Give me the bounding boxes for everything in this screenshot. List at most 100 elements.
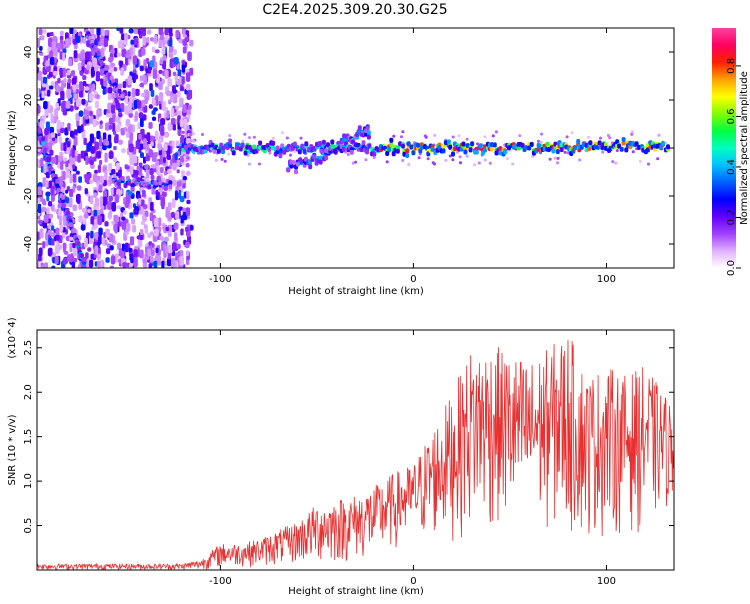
spectrogram-cell — [133, 258, 138, 268]
spectrogram-xlabel: Height of straight line (km) — [288, 286, 424, 297]
spectrogram-cell — [133, 38, 139, 46]
spectrogram-cell — [106, 109, 110, 114]
y-tick-label: 0 — [23, 145, 34, 151]
spectrogram-cell — [167, 168, 172, 175]
spectrogram-cell — [174, 232, 178, 241]
spectrogram-cell — [563, 150, 567, 154]
spectrogram-cell — [150, 174, 155, 180]
spectrogram-cell — [72, 164, 76, 170]
spectrogram-cell — [164, 236, 169, 242]
spectrogram-cell — [111, 201, 117, 212]
spectrogram-cell — [137, 100, 142, 109]
spectrogram-cell — [406, 141, 411, 147]
colorbar-tick-label: 0.6 — [726, 108, 737, 124]
spectrogram-cell — [186, 191, 190, 199]
spectrogram-cell — [372, 151, 377, 157]
spectrogram-cell — [134, 74, 138, 80]
spectrogram-cell — [55, 102, 59, 109]
spectrogram-cell — [118, 139, 123, 145]
spectrogram-cell — [389, 137, 394, 143]
spectrogram-cell — [45, 241, 49, 247]
spectrogram-cell — [97, 215, 103, 226]
spectrogram-cell — [124, 95, 129, 104]
spectrogram-cell — [99, 120, 103, 125]
spectrogram-cell — [167, 257, 172, 267]
spectrogram-cell — [58, 176, 64, 186]
spectrogram-cell — [88, 83, 92, 94]
spectrogram-cell — [39, 46, 43, 51]
spectrogram-cell — [608, 136, 612, 140]
spectrogram-cell — [494, 130, 498, 134]
spectrogram-cell — [74, 150, 78, 157]
spectrogram-cell — [41, 83, 47, 88]
spectrogram-cell — [96, 150, 102, 159]
spectrogram-cell — [59, 69, 63, 78]
spectrogram-cell — [78, 62, 82, 71]
spectrogram-cell — [503, 149, 508, 155]
spectrogram-cell — [118, 113, 123, 118]
spectrogram-cell — [168, 39, 173, 47]
spectrogram-cell — [138, 112, 144, 119]
spectrogram-cell — [457, 134, 461, 138]
spectrogram-cell — [441, 148, 446, 154]
spectrogram-cell — [128, 28, 134, 34]
spectrogram-cell — [94, 197, 100, 207]
spectrogram-cell — [176, 169, 180, 174]
spectrogram-cell — [63, 78, 67, 84]
spectrogram-cell — [37, 203, 42, 214]
spectrogram-cell — [155, 247, 159, 254]
spectrogram-cell — [116, 205, 122, 210]
spectrogram-cell — [77, 246, 82, 252]
spectrogram-cell — [96, 260, 101, 268]
spectrogram-cell — [216, 148, 221, 154]
spectrogram-cell — [155, 95, 159, 101]
spectrogram-cell — [127, 49, 131, 56]
spectrogram-cell — [85, 155, 89, 165]
spectrogram-cell — [163, 143, 168, 151]
spectrogram-cell — [366, 130, 371, 136]
spectrogram-cell — [179, 97, 184, 108]
spectrogram-cell — [150, 201, 154, 211]
spectrogram-cell — [104, 140, 110, 146]
spectrogram-cell — [130, 256, 134, 264]
spectrogram-cell — [164, 171, 168, 176]
spectrogram-cell — [282, 149, 287, 155]
spectrogram-cell — [139, 75, 143, 82]
spectrogram-cell — [293, 150, 297, 153]
spectrogram-cell — [90, 230, 94, 239]
spectrogram-cell — [109, 245, 114, 251]
spectrogram-cell — [89, 160, 94, 166]
spectrogram-cell — [319, 148, 324, 154]
spectrogram-cell — [361, 140, 366, 146]
spectrogram-cell — [149, 231, 154, 236]
spectrogram-cell — [292, 141, 297, 147]
spectrogram-cell — [159, 235, 164, 241]
spectrogram-cell — [59, 127, 65, 134]
spectrogram-cell — [48, 71, 53, 78]
spectrogram-cell — [158, 180, 163, 186]
spectrogram-cell — [130, 186, 135, 192]
spectrogram-cell — [165, 226, 170, 232]
spectrogram-cell — [37, 158, 40, 168]
spectrogram-cell — [131, 124, 136, 133]
spectrogram-cell — [91, 66, 95, 77]
spectrogram-cell — [182, 104, 187, 113]
spectrogram-cell — [185, 250, 190, 256]
spectrogram-cell — [365, 149, 370, 155]
spectrogram-cell — [143, 224, 148, 229]
spectrogram-cell — [103, 190, 108, 199]
spectrogram-cell — [90, 216, 95, 225]
spectrogram-cell — [115, 162, 120, 171]
spectrogram-cell — [96, 110, 101, 115]
spectrogram-cell — [68, 58, 73, 67]
spectrogram-cell — [125, 223, 131, 232]
spectrogram-cell — [280, 131, 284, 135]
spectrogram-cell — [133, 208, 138, 215]
spectrogram-cell — [588, 140, 593, 146]
spectrogram-cell — [69, 188, 74, 198]
spectrogram-cell — [175, 211, 180, 220]
spectrogram-cell — [118, 108, 122, 113]
spectrogram-cell — [624, 147, 629, 153]
spectrogram-cell — [46, 65, 51, 73]
spectrogram-cell — [599, 136, 602, 140]
